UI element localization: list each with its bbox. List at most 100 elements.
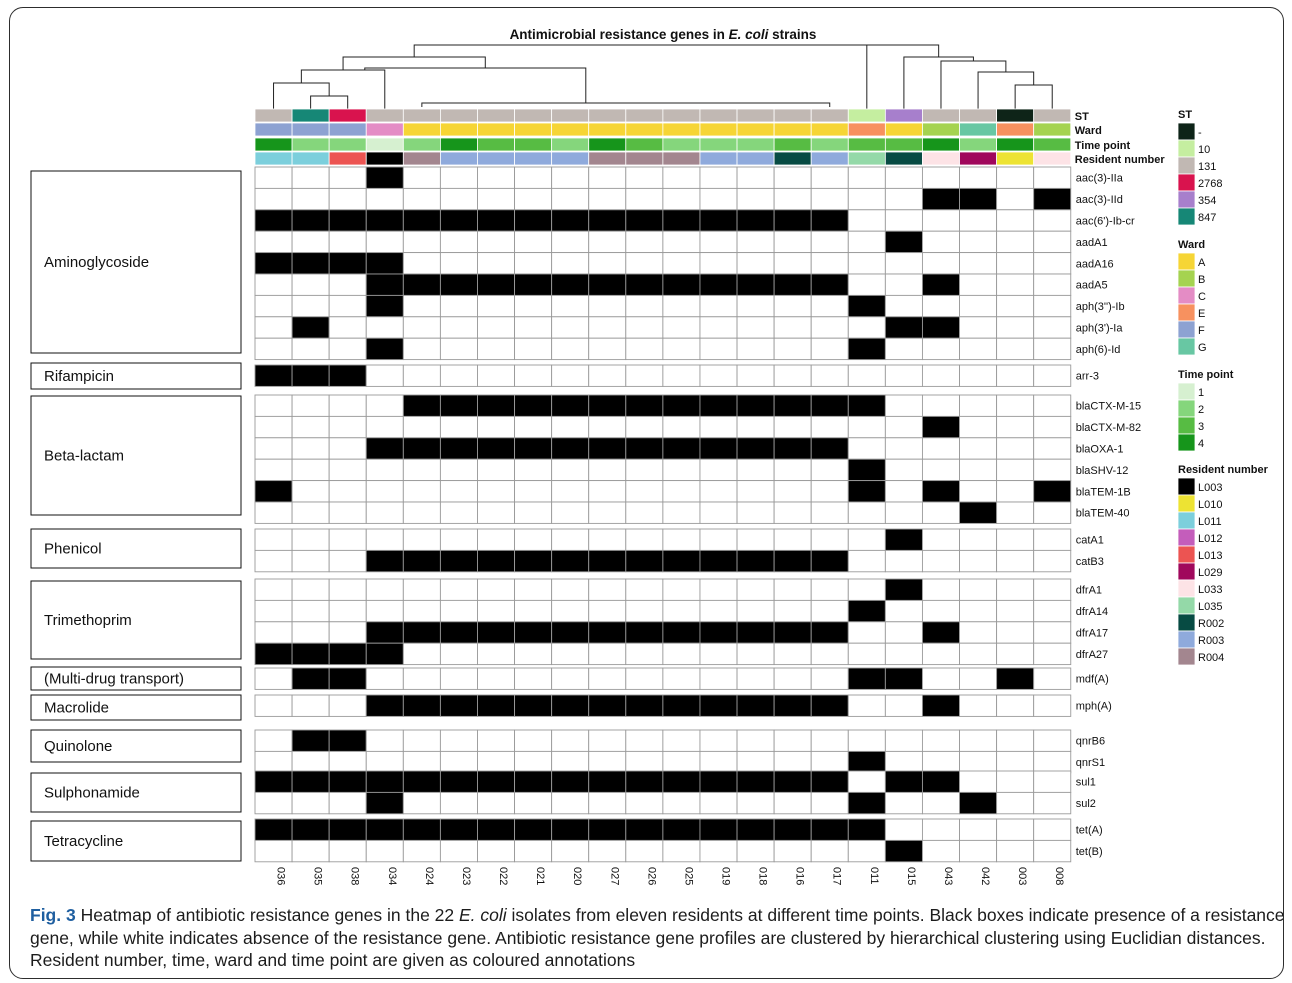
cell-aac-3-iid-034 xyxy=(365,187,404,211)
track-label-st: ST xyxy=(1075,111,1089,123)
cell-qnrs1-026 xyxy=(625,750,664,774)
cell-sul1-036 xyxy=(254,770,293,793)
cell-aac-3-iid-008 xyxy=(1033,187,1072,211)
annotation-cell-ward-034 xyxy=(365,122,404,137)
cell-sul2-015 xyxy=(884,791,923,815)
cell-aph-3-ia-035 xyxy=(291,316,330,339)
cell-dfra17-018 xyxy=(736,621,775,644)
cell-dfra17-021 xyxy=(514,621,553,644)
annotation-cell-resident-number-027 xyxy=(588,151,627,166)
cell-aph-3-ia-020 xyxy=(551,316,590,339)
class-box-macrolide xyxy=(30,694,242,721)
heatmap-cells xyxy=(254,166,1072,863)
cell-sul2-042 xyxy=(959,791,998,815)
cell-catb3-042 xyxy=(959,549,998,573)
cell-blatem-1b-027 xyxy=(588,480,627,503)
cell-aac-3-iid-036 xyxy=(254,187,293,211)
cell-aac-3-iid-022 xyxy=(477,187,516,211)
cell-dfra14-034 xyxy=(365,599,404,623)
legend-label-resident-number-l033: L033 xyxy=(1198,584,1222,596)
cell-tet-a-023 xyxy=(439,818,478,841)
cell-aada5-035 xyxy=(291,273,330,296)
cell-aph-3-ib-019 xyxy=(699,294,738,318)
legend-swatch-resident-number-r002 xyxy=(1177,613,1196,632)
class-label-beta-lactam: Beta-lactam xyxy=(44,448,124,465)
cell-aada1-008 xyxy=(1033,230,1072,254)
cell-cata1-036 xyxy=(254,528,293,551)
legend-swatch-st-2768 xyxy=(1177,173,1196,192)
cell-qnrs1-017 xyxy=(810,750,849,774)
cell-mph-a-027 xyxy=(588,694,627,717)
cell-blaoxa-1-019 xyxy=(699,437,738,460)
cell-blatem-1b-038 xyxy=(328,480,367,503)
cell-blactx-m-82-020 xyxy=(551,415,590,439)
cell-dfra27-016 xyxy=(773,642,812,666)
cell-aada5-018 xyxy=(736,273,775,296)
cell-aada5-019 xyxy=(699,273,738,296)
cell-blashv-12-042 xyxy=(959,458,998,482)
legend-swatch-resident-number-l013 xyxy=(1177,545,1196,564)
legend-label-ward-a: A xyxy=(1198,257,1206,269)
cell-aada16-003 xyxy=(996,252,1035,275)
legend-swatch-st-354 xyxy=(1177,190,1196,209)
cell-dfra14-042 xyxy=(959,599,998,623)
cell-aac-3-iid-027 xyxy=(588,187,627,211)
cell-tet-a-018 xyxy=(736,818,775,841)
annotation-cell-resident-number-034 xyxy=(365,151,404,166)
annotation-cell-ward-021 xyxy=(514,122,553,137)
gene-label-blaoxa-1: blaOXA-1 xyxy=(1076,444,1124,456)
cell-qnrb6-038 xyxy=(328,729,367,752)
cell-mph-a-026 xyxy=(625,694,664,717)
legend-swatch-time-point-1 xyxy=(1177,382,1196,401)
cell-dfra14-038 xyxy=(328,599,367,623)
cell-sul1-024 xyxy=(402,770,441,793)
cell-sul1-008 xyxy=(1033,770,1072,793)
cell-blactx-m-82-027 xyxy=(588,415,627,439)
legend-swatch-st-10 xyxy=(1177,139,1196,158)
cell-aada1-003 xyxy=(996,230,1035,254)
cell-dfra27-018 xyxy=(736,642,775,666)
dendrogram-branch xyxy=(300,69,386,109)
annotation-cell-resident-number-018 xyxy=(736,151,775,166)
cell-aada5-034 xyxy=(365,273,404,296)
cell-aph-6-id-034 xyxy=(365,337,404,361)
cell-qnrb6-020 xyxy=(551,729,590,752)
cell-arr-3-025 xyxy=(662,364,701,387)
cell-aph-3-ia-043 xyxy=(921,316,960,339)
cell-tet-a-020 xyxy=(551,818,590,841)
cell-dfra1-036 xyxy=(254,578,293,601)
caption-species: E. coli xyxy=(459,905,507,925)
legend-swatch-ward-c xyxy=(1177,286,1196,305)
cell-aph-3-ib-027 xyxy=(588,294,627,318)
cell-cata1-015 xyxy=(884,528,923,551)
annotation-cell-st-027 xyxy=(588,108,627,123)
cell-dfra14-011 xyxy=(847,599,886,623)
cell-aac-6-ib-cr-026 xyxy=(625,209,664,232)
annotation-cell-st-016 xyxy=(773,108,812,123)
cell-blatem-40-038 xyxy=(328,501,367,524)
cell-dfra17-019 xyxy=(699,621,738,644)
cell-sul1-034 xyxy=(365,770,404,793)
cell-blactx-m-15-019 xyxy=(699,394,738,417)
cell-qnrb6-043 xyxy=(921,729,960,752)
column-label-036: 036 xyxy=(275,867,287,885)
annotation-cell-time-point-025 xyxy=(662,137,701,152)
cell-tet-a-022 xyxy=(477,818,516,841)
cell-aph-3-ia-026 xyxy=(625,316,664,339)
cell-aph-6-id-035 xyxy=(291,337,330,361)
cell-qnrb6-042 xyxy=(959,729,998,752)
cell-qnrs1-025 xyxy=(662,750,701,774)
cell-blactx-m-82-038 xyxy=(328,415,367,439)
cell-tet-a-038 xyxy=(328,818,367,841)
cell-dfra27-023 xyxy=(439,642,478,666)
cell-blaoxa-1-021 xyxy=(514,437,553,460)
legend-label-st-131: 131 xyxy=(1198,161,1216,173)
cell-blaoxa-1-023 xyxy=(439,437,478,460)
cell-cata1-021 xyxy=(514,528,553,551)
annotation-cell-st-022 xyxy=(477,108,515,123)
cell-aac-3-iid-035 xyxy=(291,187,330,211)
cell-aph-3-ia-034 xyxy=(365,316,404,339)
cell-mdf-a-043 xyxy=(921,667,960,690)
cell-blatem-1b-042 xyxy=(959,480,998,503)
annotation-cell-st-036 xyxy=(254,108,293,123)
